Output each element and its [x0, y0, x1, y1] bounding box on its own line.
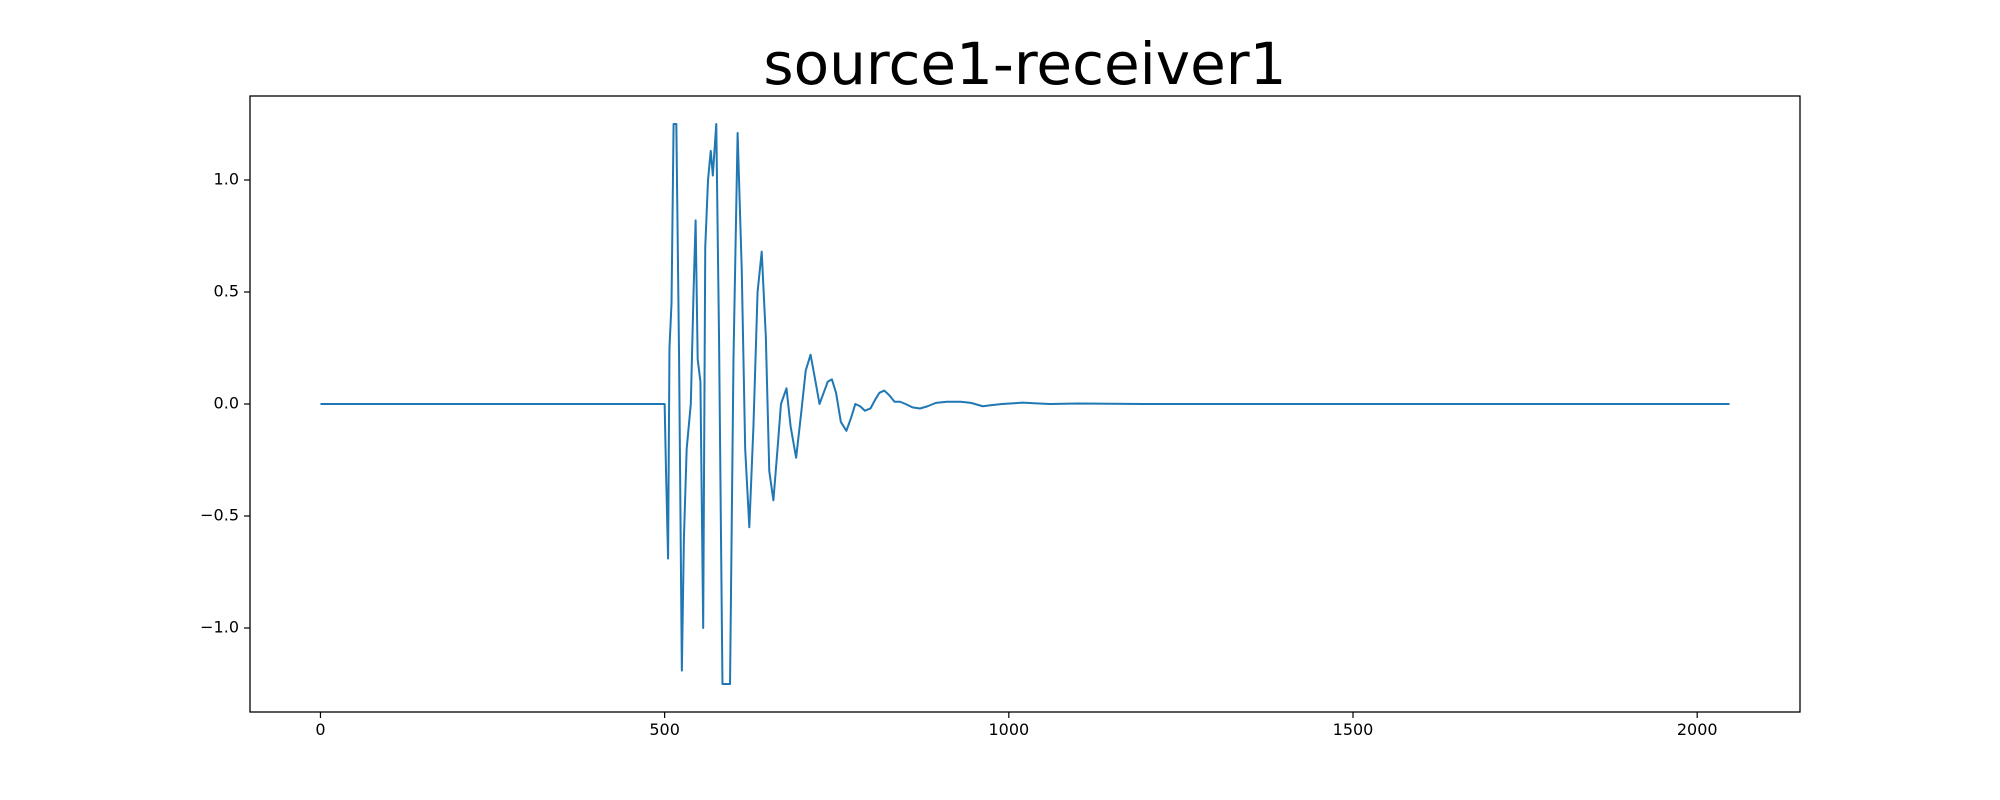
y-tick-label: −0.5: [200, 506, 239, 525]
x-tick-label: 1000: [988, 720, 1029, 739]
x-tick-label: 2000: [1677, 720, 1718, 739]
x-tick-label: 500: [649, 720, 680, 739]
y-tick-label: 0.5: [214, 282, 239, 301]
y-tick-label: 0.0: [214, 394, 239, 413]
x-tick-label: 1500: [1333, 720, 1374, 739]
x-tick-label: 0: [315, 720, 325, 739]
chart-title: source1-receiver1: [763, 30, 1286, 98]
series-line: [320, 123, 1730, 685]
y-tick-label: 1.0: [214, 170, 239, 189]
y-tick-label: −1.0: [200, 618, 239, 637]
